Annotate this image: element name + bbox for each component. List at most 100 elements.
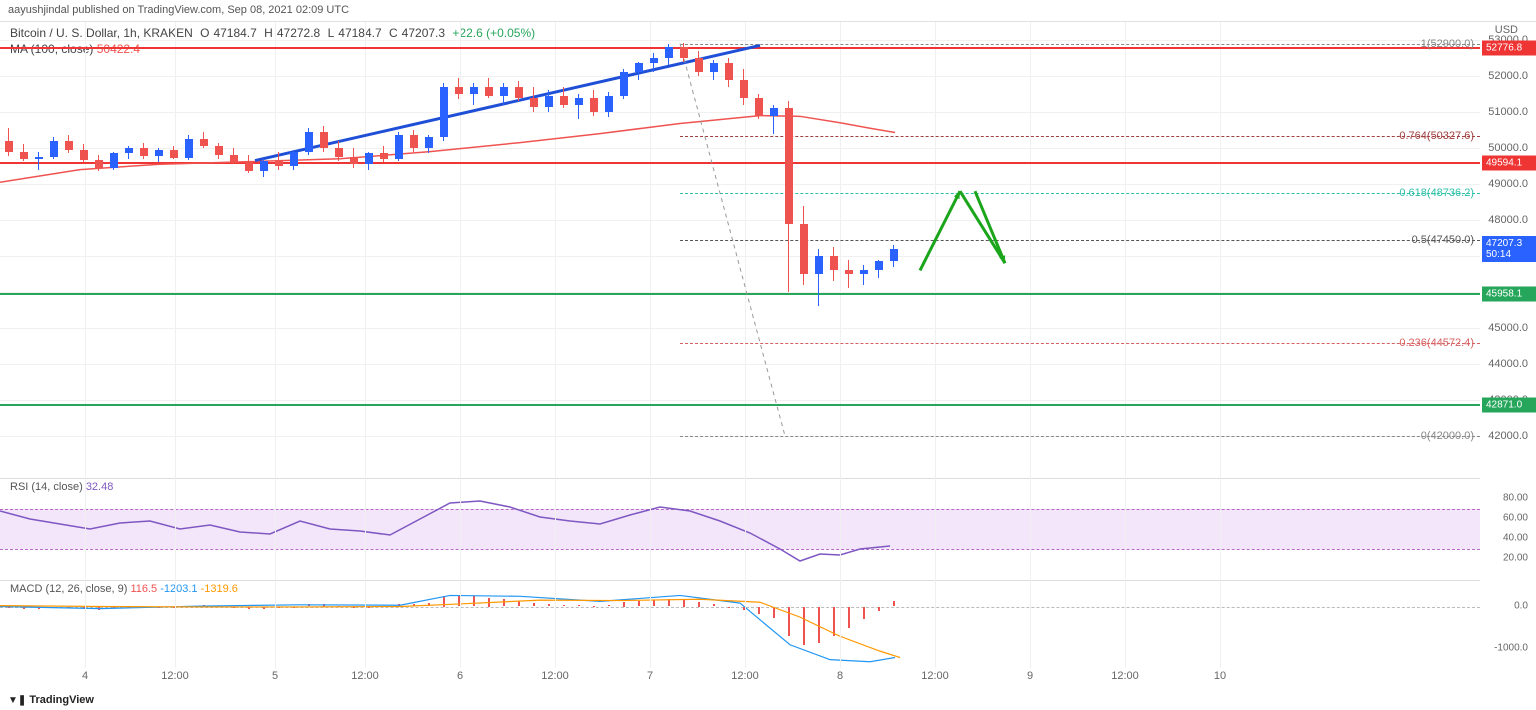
price-badge: 52776.8 [1482, 41, 1536, 56]
fib-label: 0.764(50327.6) [1399, 130, 1474, 142]
x-tick: 12:00 [161, 670, 189, 682]
candle [545, 22, 553, 472]
y-tick: 49000.0 [1488, 178, 1528, 190]
candle [455, 22, 463, 472]
candle [665, 22, 673, 472]
candle [350, 22, 358, 472]
candle [410, 22, 418, 472]
x-tick: 7 [647, 670, 653, 682]
x-tick: 6 [457, 670, 463, 682]
header-bar: aayushjindal published on TradingView.co… [0, 0, 1536, 22]
candle [770, 22, 778, 472]
candle [560, 22, 568, 472]
current-price-badge: 47207.350:14 [1482, 236, 1536, 262]
price-badge: 42871.0 [1482, 397, 1536, 412]
fib-label: 1(52900.0) [1421, 38, 1474, 50]
candle [20, 22, 28, 472]
candle [515, 22, 523, 472]
candle [605, 22, 613, 472]
macd-panel[interactable]: MACD (12, 26, close, 9) 116.5 -1203.1 -1… [0, 580, 1480, 665]
candle [815, 22, 823, 472]
fib-label: 0.618(48736.2) [1399, 187, 1474, 199]
x-tick: 12:00 [731, 670, 759, 682]
x-tick: 9 [1027, 670, 1033, 682]
candle [125, 22, 133, 472]
candle [860, 22, 868, 472]
candle [35, 22, 43, 472]
candle [155, 22, 163, 472]
candle [65, 22, 73, 472]
candle [530, 22, 538, 472]
x-tick: 10 [1214, 670, 1226, 682]
price-badge: 49594.1 [1482, 155, 1536, 170]
macd-ytick: 0.0 [1514, 600, 1528, 611]
candle [740, 22, 748, 472]
candle [320, 22, 328, 472]
candle [785, 22, 793, 472]
macd-ytick: -1000.0 [1494, 643, 1528, 654]
candle [470, 22, 478, 472]
rsi-ytick: 80.00 [1503, 493, 1528, 504]
candle [500, 22, 508, 472]
candle [620, 22, 628, 472]
candle [245, 22, 253, 472]
x-tick: 12:00 [1111, 670, 1139, 682]
x-tick: 12:00 [541, 670, 569, 682]
rsi-ytick: 20.00 [1503, 553, 1528, 564]
candle [110, 22, 118, 472]
y-tick: 52000.0 [1488, 70, 1528, 82]
price-badge: 45958.1 [1482, 286, 1536, 301]
candle [5, 22, 13, 472]
candle [80, 22, 88, 472]
candle [485, 22, 493, 472]
candle [395, 22, 403, 472]
candle [890, 22, 898, 472]
footer-brand: ▼❚ TradingView [8, 694, 94, 706]
candle [50, 22, 58, 472]
rsi-panel[interactable]: RSI (14, close) 32.48 [0, 478, 1480, 578]
candle [305, 22, 313, 472]
x-tick: 8 [837, 670, 843, 682]
candle [290, 22, 298, 472]
candle [680, 22, 688, 472]
candle [575, 22, 583, 472]
candle [695, 22, 703, 472]
candle [95, 22, 103, 472]
y-tick: 48000.0 [1488, 214, 1528, 226]
candle [275, 22, 283, 472]
candle [830, 22, 838, 472]
candle [365, 22, 373, 472]
candle [845, 22, 853, 472]
x-tick: 12:00 [351, 670, 379, 682]
fib-label: 0.236(44572.4) [1399, 337, 1474, 349]
candle [710, 22, 718, 472]
candle [875, 22, 883, 472]
fib-label: 0(42000.0) [1421, 430, 1474, 442]
candle [725, 22, 733, 472]
y-tick: 51000.0 [1488, 106, 1528, 118]
x-tick: 4 [82, 670, 88, 682]
candle [425, 22, 433, 472]
candle [650, 22, 658, 472]
author-text: aayushjindal published on TradingView.co… [8, 4, 349, 17]
x-tick: 12:00 [921, 670, 949, 682]
candle [440, 22, 448, 472]
candle [635, 22, 643, 472]
x-tick: 5 [272, 670, 278, 682]
rsi-ytick: 60.00 [1503, 513, 1528, 524]
rsi-ytick: 40.00 [1503, 533, 1528, 544]
candle [215, 22, 223, 472]
candle [755, 22, 763, 472]
candle [200, 22, 208, 472]
candle [185, 22, 193, 472]
candle [170, 22, 178, 472]
candle [230, 22, 238, 472]
y-tick: 45000.0 [1488, 322, 1528, 334]
y-tick: 44000.0 [1488, 358, 1528, 370]
candle [260, 22, 268, 472]
candle [800, 22, 808, 472]
candle [335, 22, 343, 472]
y-tick: 42000.0 [1488, 430, 1528, 442]
fib-label: 0.5(47450.0) [1412, 234, 1474, 246]
y-tick: 50000.0 [1488, 142, 1528, 154]
